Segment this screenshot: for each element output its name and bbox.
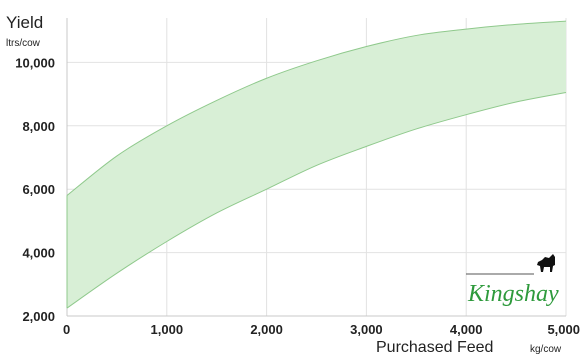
- y-axis-title: Yield: [6, 13, 43, 32]
- x-tick-label: 1,000: [151, 322, 184, 337]
- y-tick-label: 8,000: [22, 119, 55, 134]
- y-axis-ticks: 2,000 4,000 6,000 8,000 10,000: [15, 55, 55, 324]
- y-axis-unit: ltrs/cow: [6, 38, 41, 49]
- y-tick-label: 6,000: [22, 182, 55, 197]
- x-axis-ticks: 0 1,000 2,000 3,000 4,000 5,000: [63, 322, 580, 337]
- x-axis-unit: kg/cow: [530, 344, 562, 355]
- x-tick-label: 3,000: [350, 322, 383, 337]
- x-tick-label: 2,000: [250, 322, 283, 337]
- y-tick-label: 10,000: [15, 55, 55, 70]
- y-tick-label: 2,000: [22, 309, 55, 324]
- x-tick-label: 4,000: [450, 322, 483, 337]
- x-axis-title: Purchased Feed: [376, 339, 493, 356]
- y-tick-label: 4,000: [22, 246, 55, 261]
- kingshay-logo: Kingshay: [466, 254, 559, 307]
- yield-band-lower-line: [66, 92, 567, 309]
- yield-band-area: [67, 21, 566, 309]
- x-tick-label: 0: [63, 322, 70, 337]
- yield-band-upper-line: [66, 20, 567, 196]
- cow-icon: [537, 254, 555, 272]
- x-tick-label: 5,000: [547, 322, 580, 337]
- brand-logo-text: Kingshay: [467, 281, 559, 307]
